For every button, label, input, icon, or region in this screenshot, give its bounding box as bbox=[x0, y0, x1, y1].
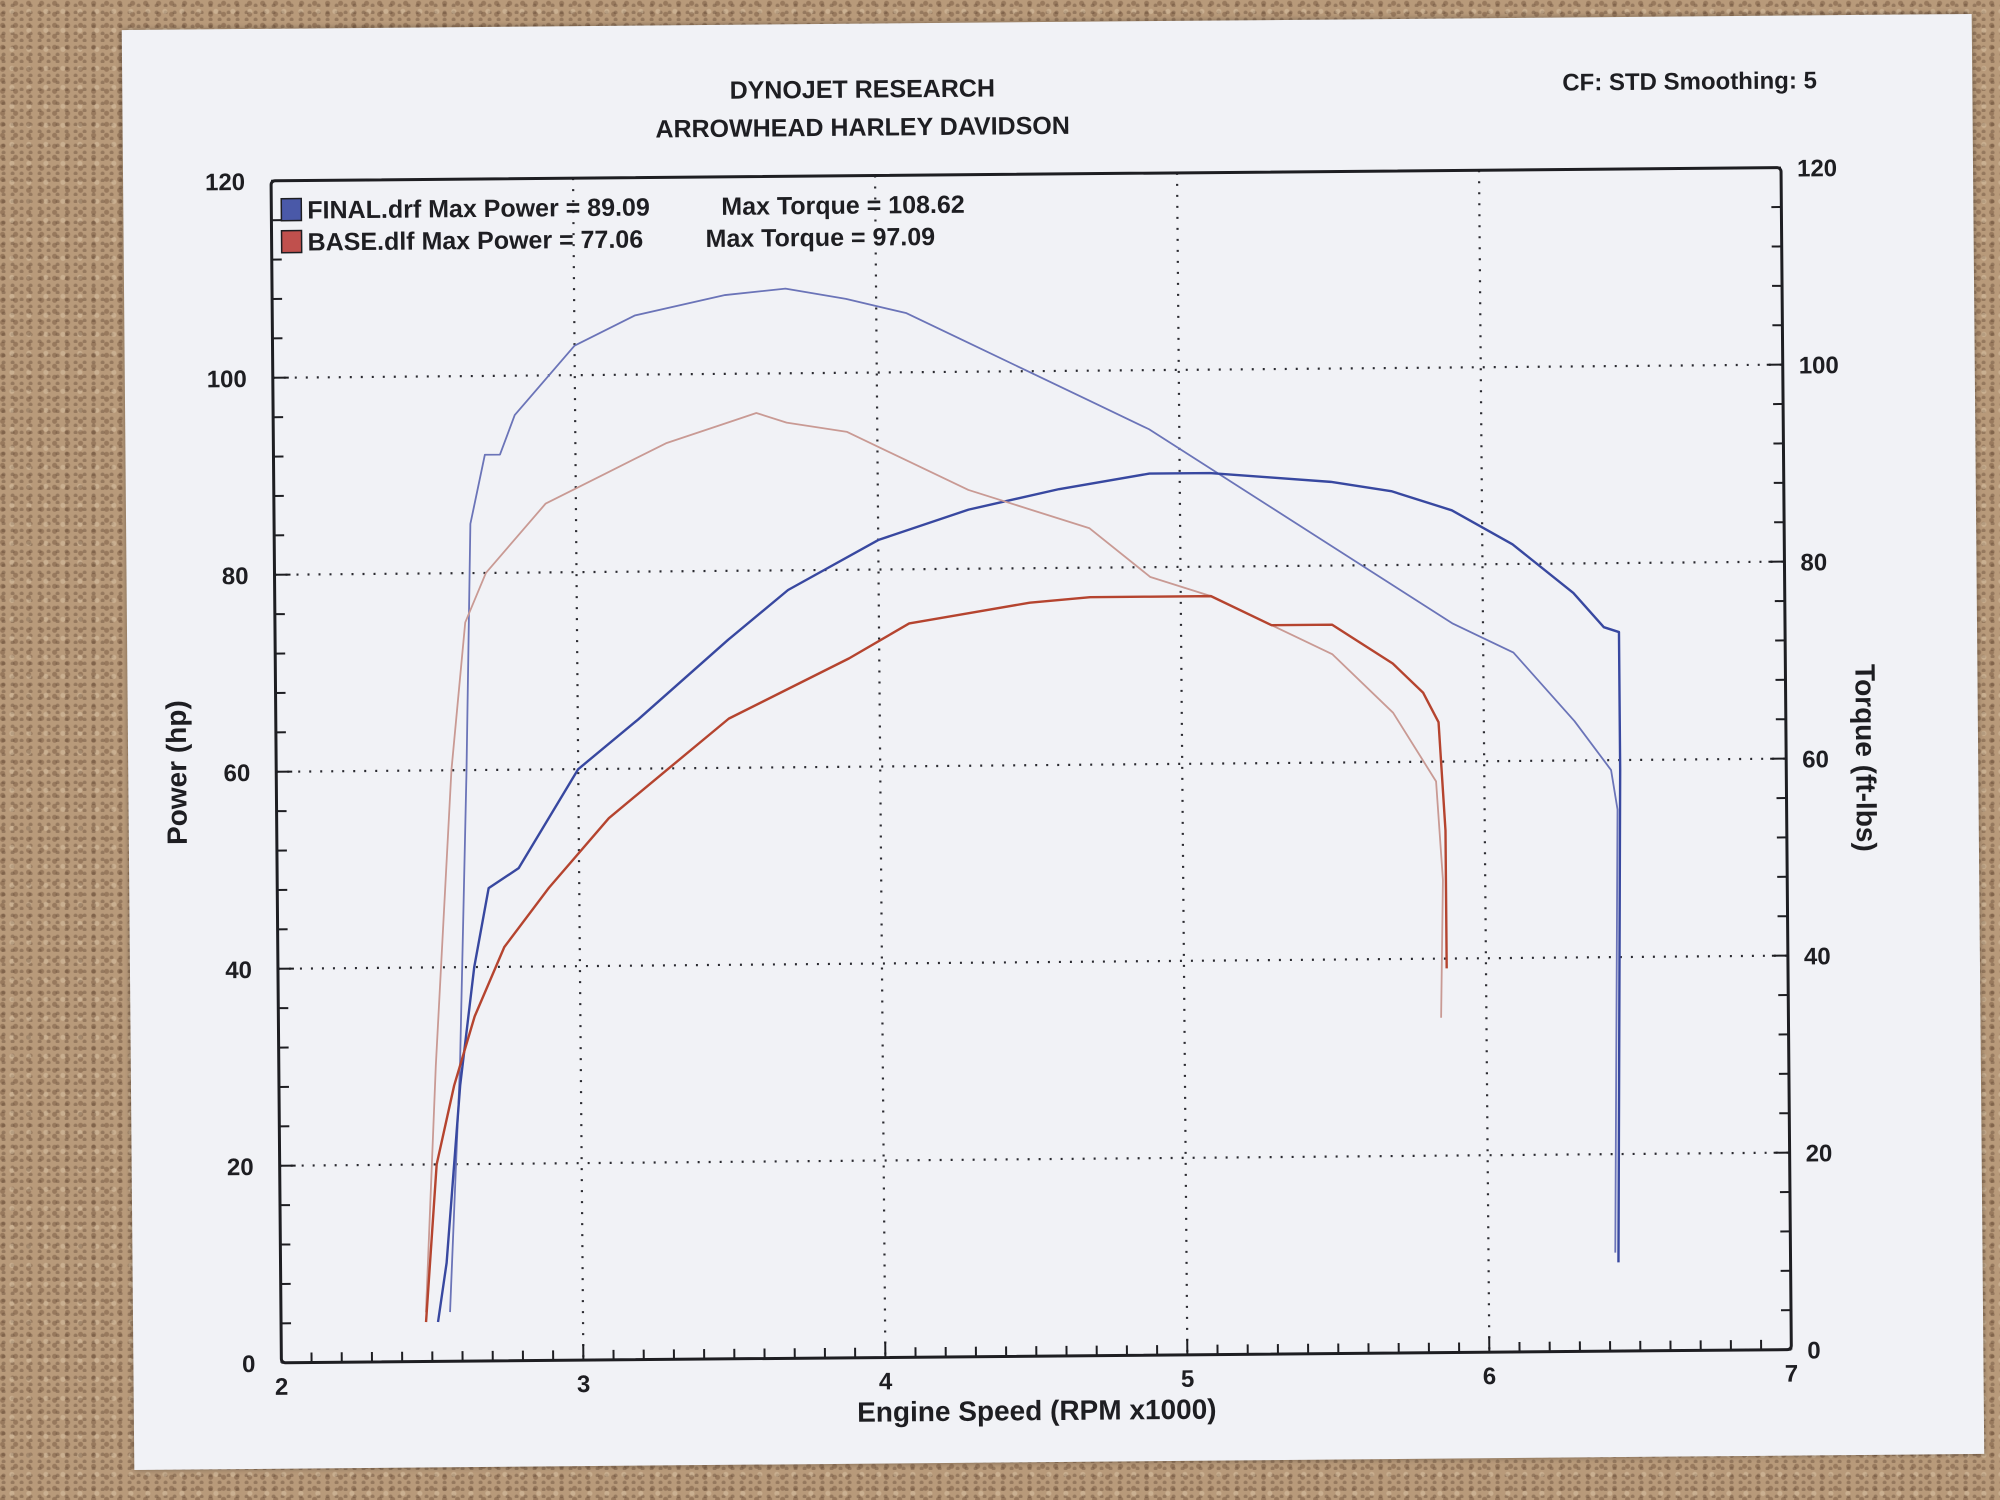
y-tick-label-right-2: 40 bbox=[1804, 943, 1831, 970]
legend-torque-0: Max Torque = 108.62 bbox=[721, 191, 965, 221]
series-line-final-drf-torque bbox=[449, 287, 1619, 1313]
series-line-base-dlf-power bbox=[424, 594, 1448, 1323]
series-line-final-drf-power bbox=[436, 471, 1622, 1323]
y-tick-label-right-4: 80 bbox=[1800, 549, 1827, 576]
grid-line-y-4 bbox=[274, 560, 1785, 576]
legend-torque-1: Max Torque = 97.09 bbox=[705, 223, 935, 253]
x-tick-label-5: 7 bbox=[1785, 1361, 1799, 1388]
y-tick-label-right-5: 100 bbox=[1799, 352, 1839, 379]
y-axis-title-right: Torque (ft-lbs) bbox=[1849, 664, 1882, 852]
x-tick-label-1: 3 bbox=[577, 1371, 591, 1398]
grid-layer bbox=[272, 170, 1790, 1361]
legend-swatch-0 bbox=[280, 197, 303, 222]
legend-entry-1: BASE.dlf Max Power = 77.06 bbox=[307, 226, 643, 257]
y-tick-label-left-5: 100 bbox=[207, 366, 247, 393]
y-tick-label-left-6: 120 bbox=[205, 169, 245, 196]
y-tick-label-left-2: 40 bbox=[225, 957, 252, 984]
x-tick-label-4: 6 bbox=[1483, 1363, 1497, 1390]
series-layer bbox=[424, 287, 1622, 1323]
x-tick-label-3: 5 bbox=[1181, 1366, 1195, 1393]
y-tick-label-left-3: 60 bbox=[223, 760, 250, 787]
y-tick-label-left-0: 0 bbox=[242, 1351, 256, 1378]
y-axis-title-left: Power (hp) bbox=[161, 700, 193, 845]
grid-line-y-3 bbox=[276, 757, 1787, 773]
y-tick-label-right-0: 0 bbox=[1807, 1337, 1821, 1364]
grid-line-y-2 bbox=[277, 954, 1788, 970]
y-tick-label-right-1: 20 bbox=[1806, 1140, 1833, 1167]
legend-entry-0: FINAL.drf Max Power = 89.09 bbox=[307, 193, 650, 224]
y-tick-label-left-4: 80 bbox=[222, 563, 249, 590]
y-tick-label-right-3: 60 bbox=[1802, 746, 1829, 773]
dyno-sheet: DYNOJET RESEARCH ARROWHEAD HARLEY DAVIDS… bbox=[121, 13, 1985, 1471]
y-tick-label-right-6: 120 bbox=[1797, 155, 1837, 182]
tick-marks bbox=[271, 166, 1793, 1364]
plot-frame bbox=[269, 166, 1793, 1365]
grid-line-y-1 bbox=[279, 1151, 1790, 1167]
grid-line-x-2 bbox=[873, 175, 887, 1358]
legend: FINAL.drf Max Power = 89.09 Max Torque = … bbox=[280, 191, 965, 257]
x-tick-label-2: 4 bbox=[879, 1368, 893, 1395]
x-axis-title: Engine Speed (RPM x1000) bbox=[857, 1394, 1217, 1428]
series-line-base-dlf-torque bbox=[425, 412, 1444, 1313]
x-tick-label-0: 2 bbox=[275, 1374, 289, 1401]
y-tick-label-left-1: 20 bbox=[227, 1154, 254, 1181]
legend-swatch-1 bbox=[280, 229, 303, 254]
